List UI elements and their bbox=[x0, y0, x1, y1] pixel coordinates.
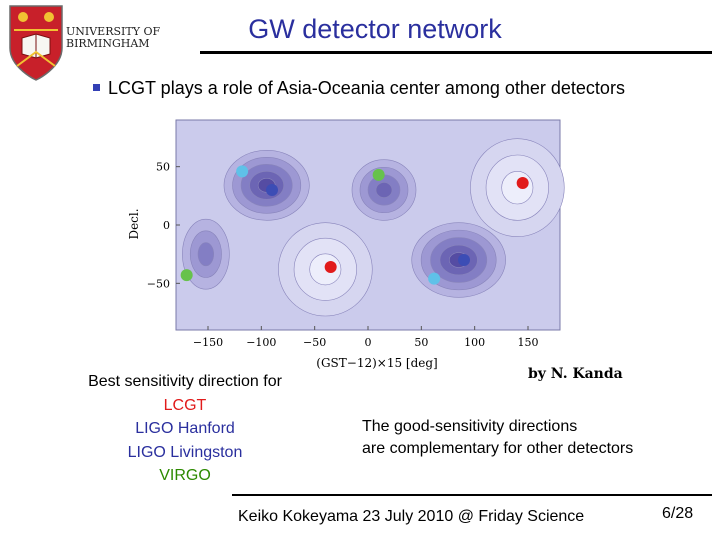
note-line1: The good-sensitivity directions bbox=[362, 418, 578, 435]
sensitivity-contour-plot: Decl. (GST−12)×15 [deg] −150 −100 −50 0 50 10… bbox=[120, 112, 630, 387]
legend-item-ligo-hanford: LIGO Hanford bbox=[135, 420, 235, 437]
bullet-text: LCGT plays a role of Asia-Oceania center… bbox=[108, 78, 625, 98]
point-ligo-hanford bbox=[428, 272, 441, 285]
point-ligo-hanford bbox=[236, 165, 249, 178]
contour-band bbox=[501, 171, 534, 205]
y-tick-label: −50 bbox=[147, 277, 170, 290]
contour-map: Decl. (GST−12)×15 [deg] −150 −100 −50 0 50 10… bbox=[127, 119, 565, 370]
x-tick-label: 0 bbox=[365, 336, 372, 349]
detector-points bbox=[180, 165, 529, 285]
legend-heading: Best sensitivity direction for bbox=[88, 373, 282, 390]
point-virgo bbox=[372, 168, 385, 181]
footer-text: Keiko Kokeyama 23 July 2010 @ Friday Sci… bbox=[238, 508, 585, 525]
y-tick-label: 0 bbox=[163, 219, 170, 232]
legend-item-ligo-livingston: LIGO Livingston bbox=[127, 443, 243, 461]
x-axis-label: (GST−12)×15 [deg] bbox=[316, 356, 437, 370]
contour-band bbox=[197, 242, 214, 267]
point-ligo-livingston bbox=[458, 254, 470, 266]
x-tick-label: −50 bbox=[303, 336, 326, 349]
note-line2: are complementary for other detectors bbox=[362, 440, 634, 457]
y-axis-label: Decl. bbox=[127, 208, 141, 239]
point-ligo-livingston bbox=[266, 184, 278, 196]
page-title: GW detector network bbox=[248, 14, 502, 44]
x-tick-label: 150 bbox=[518, 336, 539, 349]
point-lcgt bbox=[516, 177, 529, 189]
x-tick-label: 100 bbox=[464, 336, 485, 349]
page-number: 6/28 bbox=[662, 505, 694, 522]
plot-credit: by N. Kanda bbox=[528, 366, 623, 382]
y-tick-label: 50 bbox=[156, 161, 170, 174]
bullet-square-icon bbox=[93, 84, 100, 91]
x-ticks: −150 −100 −50 0 50 100 150 bbox=[193, 326, 539, 349]
bullet-point: LCGT plays a role of Asia-Oceania center… bbox=[93, 78, 625, 99]
complementarity-note: The good-sensitivity directions are comp… bbox=[362, 416, 633, 460]
y-ticks: 50 0 −50 bbox=[147, 161, 180, 290]
logo-line1: UNIVERSITY OF bbox=[66, 25, 160, 38]
x-tick-label: −150 bbox=[193, 336, 223, 349]
title-divider bbox=[200, 51, 712, 54]
legend: Best sensitivity direction for LCGT LIGO… bbox=[60, 370, 310, 488]
point-lcgt bbox=[324, 261, 337, 273]
legend-item-lcgt: LCGT bbox=[163, 396, 207, 414]
contour-band bbox=[375, 182, 393, 198]
point-virgo bbox=[180, 269, 193, 282]
legend-item-virgo: VIRGO bbox=[159, 467, 211, 484]
university-logo: UNIVERSITY OF BIRMINGHAM bbox=[8, 4, 168, 82]
x-tick-label: 50 bbox=[414, 336, 428, 349]
footer-divider bbox=[232, 494, 712, 496]
logo-line2: BIRMINGHAM bbox=[66, 37, 150, 50]
x-tick-label: −100 bbox=[246, 336, 276, 349]
